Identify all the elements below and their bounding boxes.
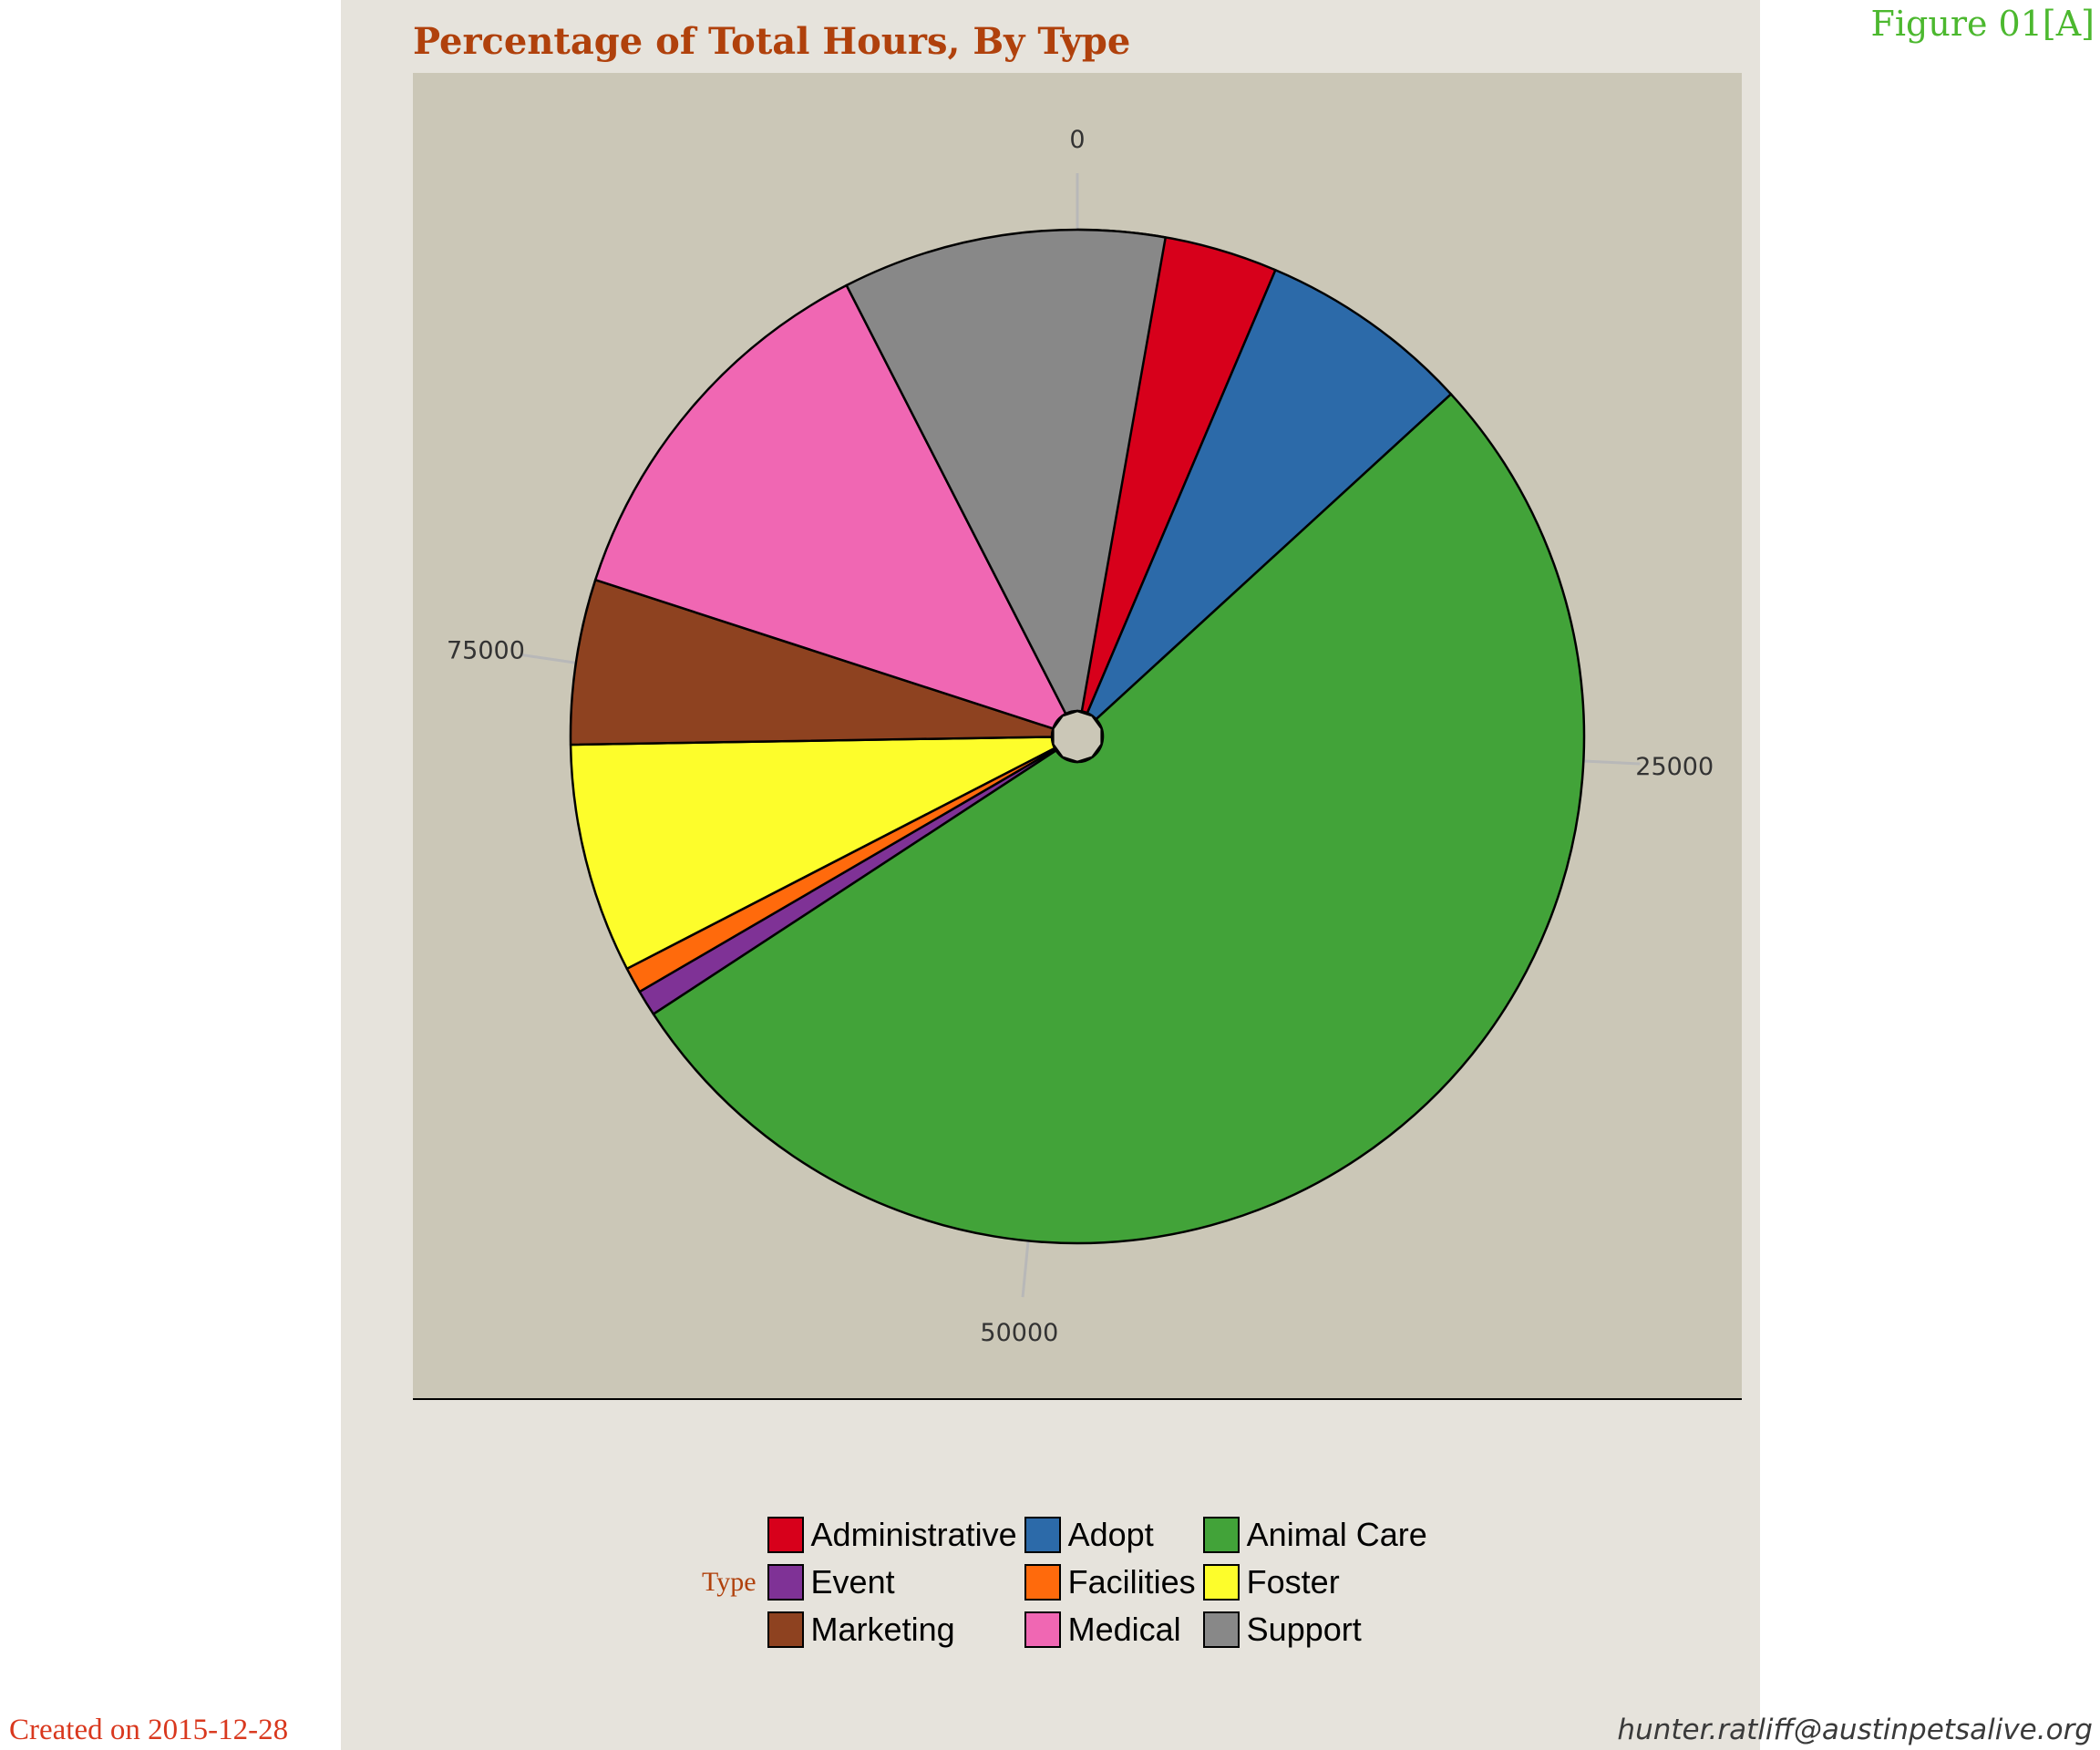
legend-swatch	[1024, 1611, 1061, 1648]
legend-swatch	[1024, 1517, 1061, 1553]
legend-swatch	[767, 1517, 804, 1553]
legend-item: Support	[1202, 1611, 1427, 1649]
tick-line	[1583, 759, 1641, 766]
legend-label: Support	[1246, 1611, 1362, 1648]
tick-labels: 0 25000 50000 75000	[447, 126, 1714, 1347]
tick-line	[1021, 1240, 1030, 1298]
legend-swatch	[1202, 1564, 1240, 1601]
legend-item: Medical	[1024, 1611, 1196, 1649]
chart-title: Percentage of Total Hours, By Type	[413, 20, 1131, 63]
pie-center	[1052, 709, 1103, 764]
legend-label: Facilities	[1067, 1563, 1196, 1601]
author-email: hunter.ratliff@austinpetsalive.org	[1617, 1714, 2093, 1746]
tick-line	[520, 653, 577, 664]
legend-item: Animal Care	[1202, 1516, 1427, 1554]
legend-label: Animal Care	[1246, 1516, 1427, 1553]
legend-label: Administrative	[810, 1516, 1017, 1553]
legend-swatch	[767, 1611, 804, 1648]
figure-label: Figure 01[A]	[1870, 4, 2095, 44]
pie-slices	[569, 228, 1586, 1245]
tick-label: 25000	[1635, 753, 1714, 781]
legend-swatch	[1024, 1564, 1061, 1601]
legend: Type Administrative Adopt Animal Care Event…	[702, 1516, 1427, 1649]
legend-item: Adopt	[1024, 1516, 1196, 1554]
tick-label: 50000	[980, 1319, 1058, 1347]
legend-label: Medical	[1067, 1611, 1181, 1648]
legend-item: Facilities	[1024, 1563, 1196, 1601]
legend-item: Event	[767, 1563, 1017, 1601]
created-date: Created on 2015-12-28	[9, 1714, 289, 1746]
legend-label: Adopt	[1067, 1516, 1154, 1553]
legend-items: Administrative Adopt Animal Care Event Facil…	[767, 1516, 1427, 1649]
legend-item: Marketing	[767, 1611, 1017, 1649]
legend-label: Marketing	[810, 1611, 955, 1648]
legend-label: Foster	[1246, 1563, 1340, 1601]
tick-lines	[520, 173, 1641, 1298]
legend-swatch	[1202, 1611, 1240, 1648]
tick-label: 75000	[447, 637, 525, 665]
legend-swatch	[1202, 1517, 1240, 1553]
tick-label: 0	[1069, 126, 1085, 154]
legend-title: Type	[702, 1567, 757, 1597]
legend-item: Administrative	[767, 1516, 1017, 1554]
legend-item: Foster	[1202, 1563, 1427, 1601]
legend-swatch	[767, 1564, 804, 1601]
legend-label: Event	[810, 1563, 895, 1601]
